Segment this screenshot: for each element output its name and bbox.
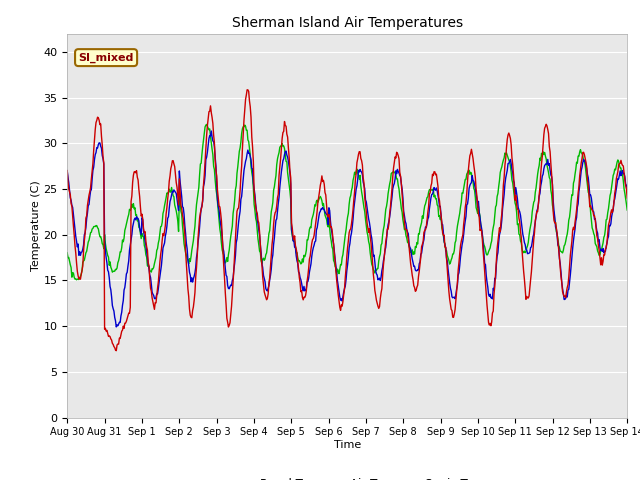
Panel T	[433, 178, 441, 183]
Air T	[417, 252, 425, 257]
Sonic T	[433, 202, 441, 208]
Sonic T	[623, 207, 631, 213]
Air T	[207, 128, 215, 134]
Air T	[63, 168, 71, 174]
Panel T	[243, 87, 251, 93]
X-axis label: Time: Time	[333, 440, 361, 450]
Air T	[132, 217, 140, 223]
Panel T	[623, 195, 631, 201]
Sonic T	[74, 276, 82, 282]
Line: Air T: Air T	[67, 131, 627, 327]
Title: Sherman Island Air Temperatures: Sherman Island Air Temperatures	[232, 16, 463, 30]
Sonic T	[219, 250, 227, 256]
Sonic T	[417, 223, 425, 228]
Y-axis label: Temperature (C): Temperature (C)	[31, 180, 40, 271]
Sonic T	[132, 213, 140, 218]
Air T	[189, 279, 196, 285]
Air T	[623, 186, 631, 192]
Air T	[113, 324, 120, 330]
Text: SI_mixed: SI_mixed	[79, 52, 134, 63]
Panel T	[417, 254, 425, 260]
Line: Panel T: Panel T	[67, 90, 627, 351]
Sonic T	[189, 243, 196, 249]
Sonic T	[63, 250, 71, 256]
Sonic T	[203, 121, 211, 127]
Panel T	[218, 232, 226, 238]
Panel T	[189, 308, 196, 313]
Panel T	[113, 348, 120, 354]
Sonic T	[73, 277, 81, 283]
Panel T	[132, 170, 140, 176]
Line: Sonic T: Sonic T	[67, 124, 627, 280]
Legend: Panel T, Air T, Sonic T: Panel T, Air T, Sonic T	[222, 474, 472, 480]
Air T	[219, 245, 227, 251]
Panel T	[63, 168, 71, 173]
Air T	[433, 188, 441, 193]
Panel T	[74, 268, 81, 274]
Air T	[74, 244, 81, 250]
